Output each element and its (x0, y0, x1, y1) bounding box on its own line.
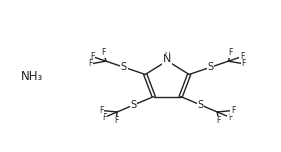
Text: S: S (198, 100, 204, 110)
Text: S: S (121, 62, 127, 72)
Text: F: F (90, 52, 94, 61)
Text: NH₃: NH₃ (21, 69, 44, 83)
Text: F: F (88, 59, 93, 68)
Text: F: F (101, 48, 106, 57)
Text: S: S (131, 100, 137, 110)
Text: F: F (240, 52, 244, 61)
Text: F: F (102, 113, 106, 122)
Text: F: F (114, 116, 118, 125)
Text: F: F (231, 106, 235, 115)
Text: F: F (99, 106, 103, 115)
Text: F: F (228, 113, 232, 122)
Text: N: N (163, 54, 171, 64)
Text: S: S (207, 62, 214, 72)
Text: F: F (242, 59, 246, 68)
Text: H: H (164, 52, 170, 61)
Text: F: F (228, 48, 233, 57)
Text: F: F (216, 116, 221, 125)
